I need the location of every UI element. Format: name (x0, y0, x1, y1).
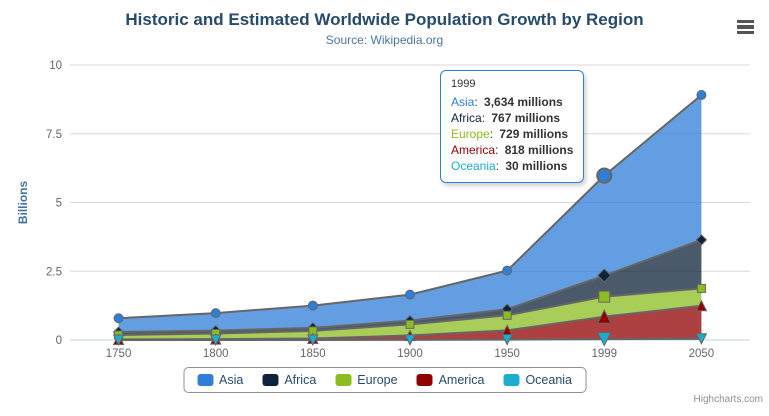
marker-asia[interactable] (113, 313, 124, 324)
context-menu-button[interactable] (732, 16, 758, 38)
tooltip-colon: : (495, 143, 502, 157)
legend-swatch-icon (262, 374, 279, 386)
tooltip-row-oceania: Oceania: 30 millions (451, 158, 573, 174)
tooltip-value: 30 millions (505, 159, 568, 173)
x-axis-label: 1999 (591, 348, 617, 360)
marker-africa[interactable] (597, 268, 612, 283)
x-axis-label: 1950 (494, 348, 520, 360)
tooltip-series-name: Oceania (451, 159, 496, 173)
area-asia (118, 95, 702, 333)
area-america (118, 305, 702, 340)
legend-label: America (438, 373, 485, 387)
marker-europe[interactable] (405, 319, 415, 329)
tooltip-colon: : (481, 111, 489, 125)
credits-link[interactable]: Highcharts.com (693, 394, 763, 405)
tooltip-value: 767 millions (491, 111, 561, 125)
chart-subtitle: Source: Wikipedia.org (325, 33, 444, 47)
legend-item-africa[interactable]: Africa (262, 373, 316, 387)
legend-item-asia[interactable]: Asia (197, 373, 243, 387)
x-axis-label: 2050 (689, 348, 715, 360)
tooltip-series-name: Europe (451, 127, 490, 141)
marker-oceania[interactable] (404, 334, 416, 346)
marker-oceania[interactable] (307, 334, 319, 347)
legend-swatch-icon (503, 374, 520, 386)
legend-swatch-icon (416, 374, 433, 386)
x-axis-label: 1750 (106, 348, 132, 360)
tooltip-row-africa: Africa: 767 millions (451, 110, 573, 126)
marker-america[interactable] (596, 309, 612, 324)
y-axis-tick-label: 2.5 (46, 266, 62, 278)
x-axis-label: 1850 (300, 348, 326, 360)
legend-label: Asia (219, 373, 244, 387)
marker-africa[interactable] (695, 234, 708, 246)
tooltip-header: 1999 (451, 78, 476, 90)
legend-item-oceania[interactable]: Oceania (503, 373, 572, 387)
tooltip-value: 818 millions (504, 143, 574, 157)
legend-label: Africa (284, 373, 317, 387)
legend-swatch-icon (197, 374, 213, 386)
marker-oceania[interactable] (112, 334, 125, 347)
tooltip-row-europe: Europe: 729 millions (451, 126, 573, 142)
legend: Asia Africa Europe America Oceania (183, 367, 586, 393)
y-axis-tick-label: 7.5 (46, 129, 62, 141)
marker-europe[interactable] (598, 290, 611, 303)
tooltip-series-name: America (451, 143, 496, 157)
y-axis-tick-label: 5 (56, 198, 62, 210)
marker-asia[interactable] (596, 167, 613, 184)
tooltip-value: 729 millions (499, 127, 569, 141)
y-axis-tick-label: 0 (56, 335, 62, 347)
tooltip: 1999 Asia: 3,634 millions Africa: 767 mil… (440, 70, 585, 183)
area-africa (118, 239, 702, 335)
y-axis-title: Billions (16, 181, 30, 225)
y-axis-tick-label: 10 (49, 60, 62, 72)
marker-europe[interactable] (696, 283, 706, 293)
tooltip-series-name: Asia (451, 95, 475, 109)
marker-asia[interactable] (307, 300, 318, 311)
tooltip-series-name: Africa (451, 111, 482, 125)
x-axis-label: 1800 (203, 348, 229, 360)
marker-europe[interactable] (502, 310, 512, 320)
tooltip-value: 3,634 millions (484, 95, 563, 109)
chart-title: Historic and Estimated Worldwide Populat… (125, 10, 644, 29)
marker-oceania[interactable] (209, 334, 222, 347)
marker-oceania[interactable] (695, 333, 708, 345)
tooltip-row-america: America: 818 millions (451, 142, 573, 158)
marker-asia[interactable] (696, 90, 707, 101)
legend-label: Oceania (525, 373, 572, 387)
marker-oceania[interactable] (501, 334, 513, 346)
marker-oceania[interactable] (596, 332, 612, 347)
legend-swatch-icon (335, 374, 352, 386)
legend-item-america[interactable]: America (416, 373, 485, 387)
tooltip-row-asia: Asia: 3,634 millions (451, 94, 573, 110)
tooltip-colon: : (489, 127, 497, 141)
x-axis-label: 1900 (397, 348, 423, 360)
tooltip-rows: Asia: 3,634 millions Africa: 767 millions… (451, 94, 573, 174)
legend-label: Europe (357, 373, 398, 387)
marker-asia[interactable] (502, 265, 513, 276)
tooltip-colon: : (474, 95, 482, 109)
legend-item-europe[interactable]: Europe (335, 373, 398, 387)
tooltip-colon: : (495, 159, 503, 173)
marker-america[interactable] (695, 299, 708, 312)
marker-asia[interactable] (210, 308, 221, 319)
marker-asia[interactable] (405, 289, 415, 300)
